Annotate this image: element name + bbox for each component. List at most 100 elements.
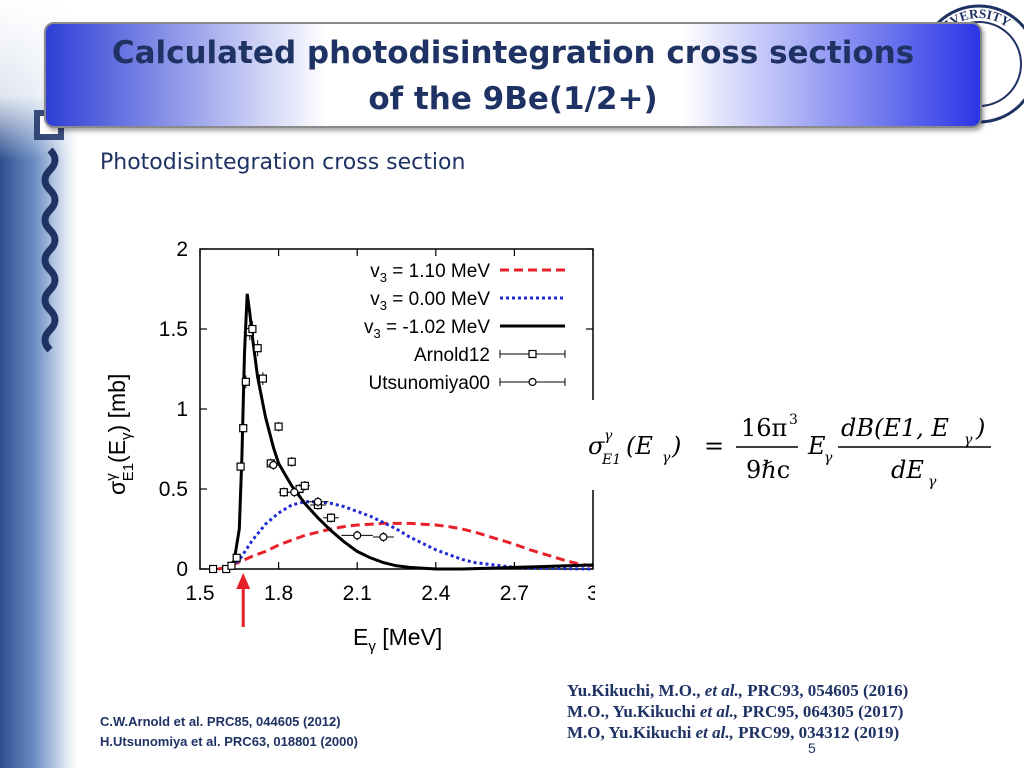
threshold-arrow [236, 573, 251, 627]
eq-lhs-close: ) [671, 432, 681, 460]
reference-kikuchi-2017: M.O., Yu.Kikuchi et al., PRC95, 064305 (… [567, 701, 908, 722]
x-tick-labels: 1.5 1.8 2.1 2.4 2.7 3 [185, 582, 595, 605]
ref-etal: et al., [695, 723, 734, 742]
data-point-circle [269, 460, 278, 470]
legend-label-base: v [370, 261, 380, 282]
eq-frac1-den: 9ℏc [746, 456, 790, 484]
data-point-circle [313, 497, 322, 506]
data-point-circle [379, 532, 388, 542]
y-axis-label-sub: E1 [120, 463, 137, 481]
x-axis-label: Eγ [MeV] [353, 624, 442, 655]
ref-etal: et al., [699, 702, 739, 721]
x-axis-label-unit: [MeV] [376, 624, 442, 650]
series-layer [218, 293, 594, 571]
y-tick-label: 0 [176, 558, 188, 581]
vertical-script-ornament [34, 110, 64, 353]
reference-kikuchi-2019: M.O, Yu.Kikuchi et al., PRC99, 034312 (2… [567, 722, 908, 743]
y-axis-label-arg: (E [104, 440, 130, 463]
y-axis-label-arg-sub: γ [118, 432, 135, 440]
legend-label-rest: = 1.10 MeV [387, 261, 490, 282]
svg-text:σ γ E1 (E γ: σ γ E1 (E γ ) = 16π 3 9ℏc E γ dB(E1, E γ… [588, 402, 993, 490]
y-tick-label: 1 [176, 398, 188, 421]
reference-utsunomiya: H.Utsunomiya et al. PRC63, 018801 (2000) [100, 734, 358, 749]
x-tick-label: 2.1 [343, 582, 372, 605]
plot-frame [199, 248, 594, 570]
slide-subtitle: Photodisintegration cross section [100, 150, 466, 175]
data-point-square [227, 561, 236, 570]
x-axis-label-sub: γ [368, 638, 376, 655]
reference-kikuchi-2016: Yu.Kikuchi, M.O., et al., PRC93, 054605 … [567, 680, 908, 701]
eq-lhs-arg: (E [626, 432, 653, 460]
y-axis-label-unit: ) [mb] [104, 374, 130, 433]
x-tick-label: 2.4 [421, 582, 451, 605]
y-tick-label: 1.5 [159, 318, 188, 341]
data-points-layer [208, 321, 394, 574]
legend-label-0: v3 = 1.10 MeV [370, 261, 490, 285]
series-line-0 [218, 521, 594, 571]
eq-equals: = [704, 432, 724, 460]
legend-label-4: Utsunomiya00 [369, 373, 490, 394]
legend-label-3: Arnold12 [414, 345, 490, 366]
references-left: C.W.Arnold et al. PRC85, 044605 (2012) H… [100, 712, 358, 752]
eq-frac1-num-sup: 3 [789, 412, 798, 428]
eq-mid: E [807, 432, 826, 460]
ref-journal: PRC93, 054605 (2016) [743, 681, 909, 700]
x-tick-label: 1.8 [264, 582, 293, 605]
eq-mid-sub: γ [824, 450, 833, 466]
eq-frac2-num-close: ) [975, 414, 985, 442]
data-point-square [300, 481, 309, 490]
page-number: 5 [808, 740, 816, 756]
data-point-square [287, 457, 296, 466]
ref-journal: PRC99, 034312 (2019) [733, 723, 900, 742]
data-point-square [248, 324, 257, 334]
legend-label-sub: 3 [380, 298, 387, 313]
ref-authors: M.O, Yu.Kikuchi [567, 723, 696, 742]
data-point-square [239, 424, 248, 433]
legend-label-sub: 3 [380, 270, 387, 285]
legend-label-base: v [370, 289, 380, 310]
legend-label-rest: = -1.02 MeV [381, 317, 491, 338]
legend-label-1: v3 = 0.00 MeV [370, 289, 490, 313]
y-tick-label: 2 [176, 238, 188, 261]
legend-marker-circle [528, 377, 537, 387]
slide-title-line2: of the 9Be(1/2+) [368, 81, 658, 117]
cross-section-equation: σ γ E1 (E γ ) = 16π 3 9ℏc E γ dB(E1, E γ… [586, 400, 996, 490]
data-point-square [236, 462, 245, 471]
reference-arnold: C.W.Arnold et al. PRC85, 044605 (2012) [100, 714, 341, 729]
series-line-1 [225, 500, 594, 571]
data-point-circle [290, 488, 299, 497]
series-line-2 [225, 293, 594, 571]
eq-frac2-den: dE [891, 456, 924, 484]
cross-section-chart: 1.5 1.8 2.1 2.4 2.7 3 00.511.52 v3 = 1.10 MeV… [103, 238, 595, 655]
ref-etal: et al., [704, 681, 744, 700]
slide-title-line1: Calculated photodisintegration cross sec… [111, 35, 915, 71]
x-tick-label: 2.7 [500, 582, 529, 605]
eq-frac2-num-sub: γ [964, 432, 973, 448]
data-point-square [326, 513, 336, 522]
data-point-square [274, 422, 283, 431]
data-point-square [208, 564, 218, 574]
data-point-square [258, 374, 267, 383]
ref-authors: Yu.Kikuchi, M.O., [567, 681, 705, 700]
title-banner: Calculated photodisintegration cross sec… [44, 22, 982, 128]
x-tick-label: 3 [587, 582, 595, 605]
data-point-circle [353, 531, 362, 540]
data-point-square [241, 377, 250, 386]
eq-frac2-num: dB(E1, E [841, 414, 949, 442]
y-axis-label-sup: γ [103, 473, 120, 481]
ref-journal: PRC95, 064305 (2017) [738, 702, 904, 721]
y-tick-label: 0.5 [159, 478, 188, 501]
legend-label-base: v [364, 317, 374, 338]
legend-label-rest: = 0.00 MeV [387, 289, 490, 310]
threshold-arrow-head [236, 573, 251, 589]
y-tick-labels: 0 0.5 1 1.5 2 [159, 238, 188, 581]
references-right: Yu.Kikuchi, M.O., et al., PRC93, 054605 … [567, 680, 908, 743]
data-point-square [279, 488, 288, 497]
eq-frac2-den-sub: γ [928, 474, 937, 490]
x-axis-label-base: E [353, 624, 368, 650]
data-point-square [232, 553, 241, 562]
data-point-square [253, 344, 262, 353]
legend-marker-square [528, 349, 537, 359]
ref-authors: M.O., Yu.Kikuchi [567, 702, 700, 721]
